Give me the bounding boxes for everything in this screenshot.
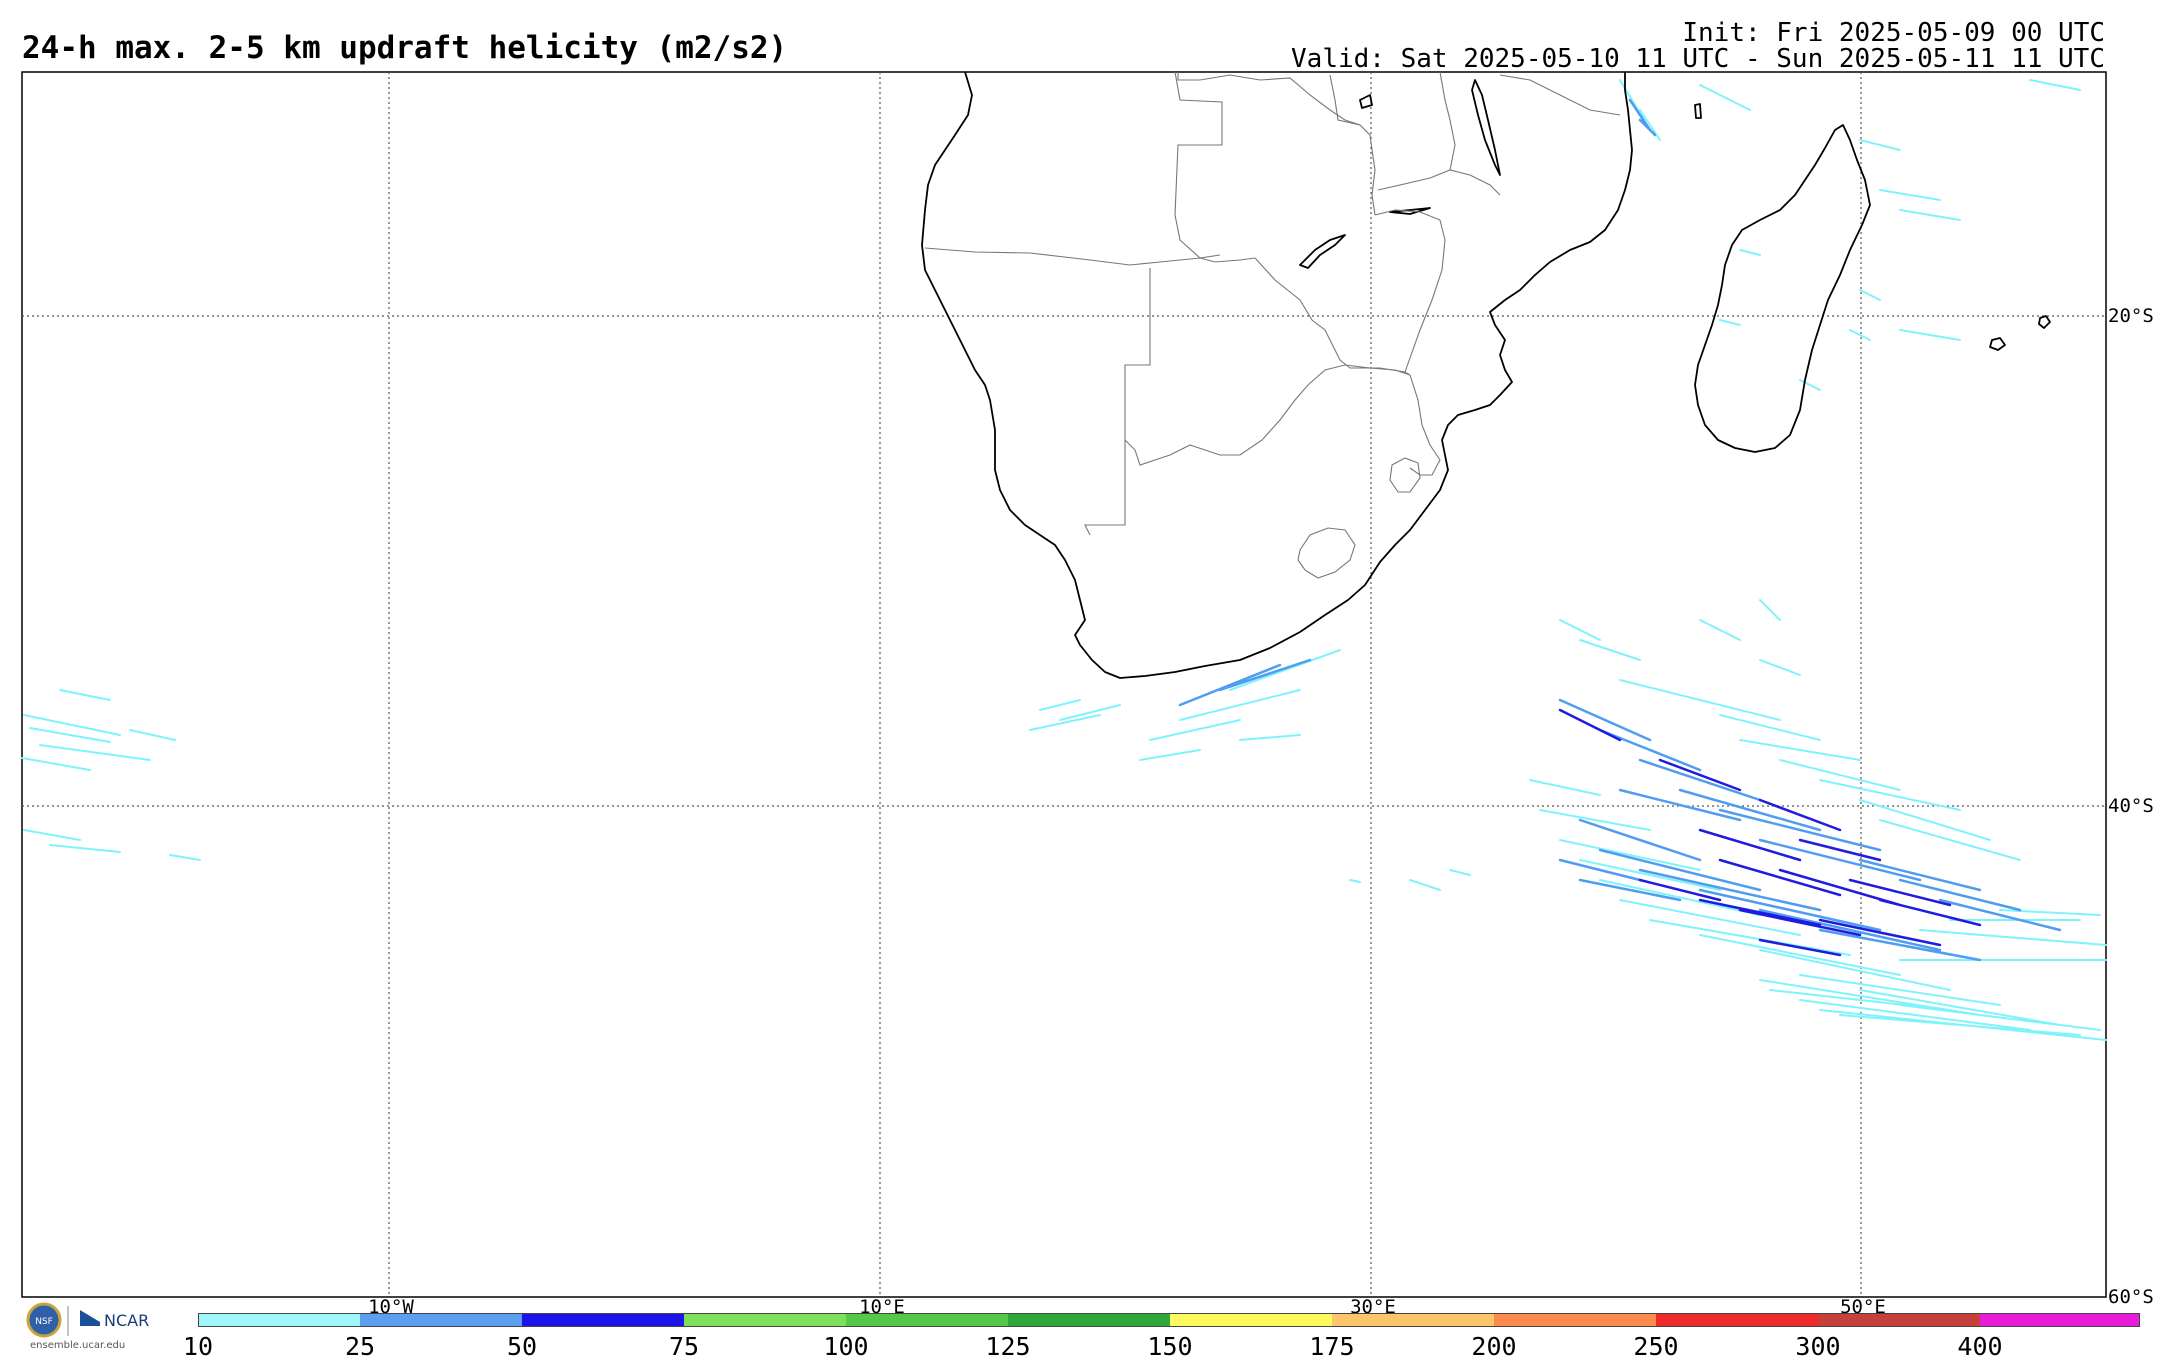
colorbar-segment-400-plus: [1980, 1313, 2140, 1327]
helicity-swaths-medium: [1178, 98, 2062, 962]
colorbar-segment-300-400: [1818, 1313, 1980, 1327]
colorbar-segment-75-100: [684, 1313, 846, 1327]
colorbar-segment-50-75: [522, 1313, 684, 1327]
colorbar-tick: 25: [344, 1332, 376, 1361]
lon-label-30e: 30°E: [1350, 1296, 1396, 1318]
colorbar-outline: [198, 1313, 2140, 1327]
border-lesotho: [1297, 527, 1356, 579]
border-mozambique-west: [1409, 374, 1441, 476]
border-eswatini: [1389, 457, 1421, 493]
colorbar-tick: 200: [1471, 1332, 1517, 1361]
lake-outline: [1359, 94, 1373, 109]
africa-coastline: [921, 71, 1633, 679]
border-zambia-north: [1177, 72, 1376, 216]
nsf-seal-text: NSF: [35, 1317, 53, 1327]
colorbar-segment-150-175: [1170, 1313, 1332, 1327]
colorbar-segment-200-250: [1494, 1313, 1656, 1327]
border-drc-north: [1329, 74, 1361, 126]
lat-label-20s: 20°S: [2108, 305, 2154, 327]
lat-label-60s: 60°S: [2108, 1286, 2154, 1308]
ncar-mark-icon: [80, 1310, 100, 1326]
coastlines: [921, 71, 2051, 679]
ncar-label: NCAR: [104, 1311, 150, 1330]
border-kenya-tz: [1499, 74, 1621, 116]
reunion-coastline: [2038, 315, 2051, 329]
valid-time: Valid: Sat 2025-05-10 11 UTC - Sun 2025-…: [1291, 44, 2105, 74]
gridlines: [22, 72, 2106, 1297]
colorbar-tick: 50: [506, 1332, 538, 1361]
border-angola-zambia: [1174, 71, 1223, 259]
colorbar-segment-175-200: [1332, 1313, 1494, 1327]
country-borders: [924, 71, 1621, 579]
helicity-swaths-dark: [1558, 708, 1982, 957]
colorbar-segment-100-125: [846, 1313, 1008, 1327]
colorbar-tick: 100: [823, 1332, 869, 1361]
lon-label-10w: 10°W: [368, 1296, 414, 1318]
border-tanzania-moz: [1377, 169, 1501, 196]
border-zim-moz: [1374, 209, 1446, 373]
border-namibia-botswana: [1084, 268, 1151, 536]
border-angola-namibia: [924, 247, 1256, 266]
logo-url: ensemble.ucar.edu: [30, 1340, 126, 1351]
mauritius-coastline: [1989, 337, 2006, 351]
lake-malawi: [1471, 79, 1501, 176]
lake-kariba: [1299, 234, 1346, 269]
colorbar-tick: 75: [668, 1332, 700, 1361]
colorbar-tick: 10: [182, 1332, 214, 1361]
comoros-coastline: [1694, 103, 1702, 119]
nsf-ncar-logo: NSF: [26, 1302, 100, 1338]
colorbar-segment-25-50: [360, 1313, 522, 1327]
border-malawi: [1439, 71, 1456, 171]
colorbar-tick: 175: [1309, 1332, 1355, 1361]
madagascar-coastline: [1694, 124, 1871, 453]
colorbar-segment-250-300: [1656, 1313, 1818, 1327]
colorbar-tick: 125: [985, 1332, 1031, 1361]
lat-label-40s: 40°S: [2108, 795, 2154, 817]
border-sa-north: [1124, 364, 1411, 466]
map-frame: [21, 71, 2107, 1298]
lon-label-50e: 50°E: [1840, 1296, 1886, 1318]
colorbar-segment-10-25: [198, 1313, 360, 1327]
nsf-seal-icon: [26, 1302, 62, 1338]
colorbar-tick: 250: [1633, 1332, 1679, 1361]
map-title: 24-h max. 2-5 km updraft helicity (m2/s2…: [22, 30, 788, 66]
colorbar-tick: 150: [1147, 1332, 1193, 1361]
colorbar-tick: 300: [1795, 1332, 1841, 1361]
colorbar-tick: 400: [1957, 1332, 2003, 1361]
colorbar-segment-125-150: [1008, 1313, 1170, 1327]
init-time: Init: Fri 2025-05-09 00 UTC: [1682, 18, 2105, 48]
lon-label-10e: 10°E: [859, 1296, 905, 1318]
